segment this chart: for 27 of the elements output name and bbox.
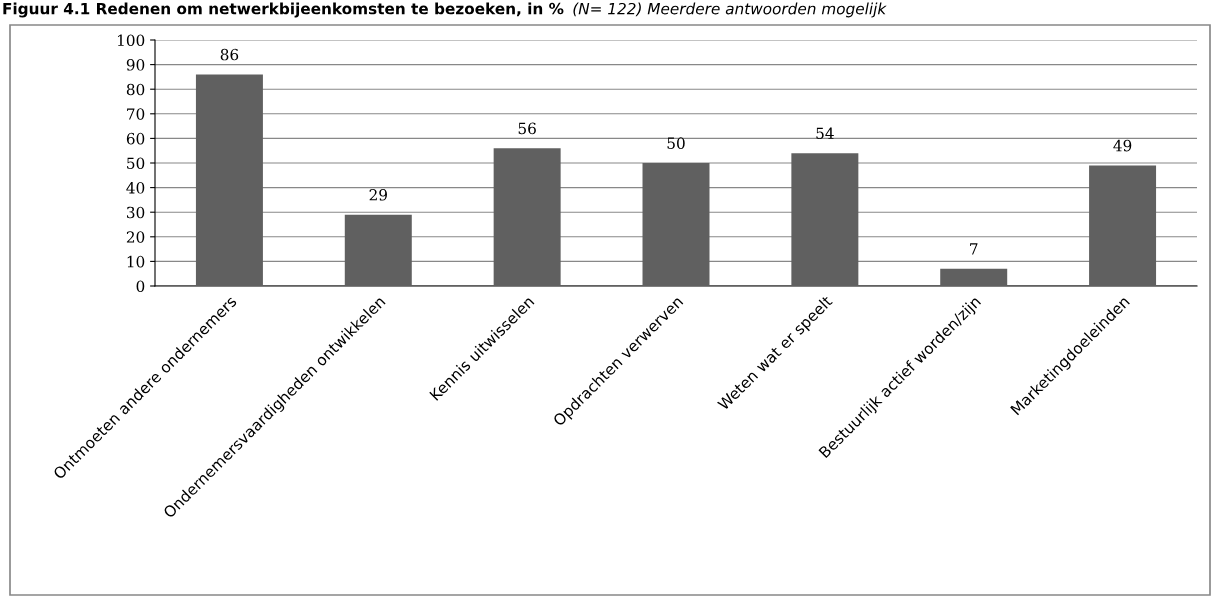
data-label: 7 xyxy=(970,243,978,255)
data-label: 54 xyxy=(816,127,834,140)
y-tick-label: 100 xyxy=(117,34,145,47)
data-label: 49 xyxy=(1113,139,1132,152)
data-label: 29 xyxy=(369,189,387,201)
data-label: 86 xyxy=(220,48,239,61)
bar xyxy=(493,148,561,286)
bar xyxy=(195,74,263,286)
data-label: 50 xyxy=(667,137,685,149)
bar xyxy=(642,163,710,286)
chart-title: Figuur 4.1 Redenen om netwerkbijeenkomsten te bezoeken, in % xyxy=(3,2,564,18)
y-tick-label: 10 xyxy=(127,255,145,268)
data-label: 56 xyxy=(518,122,536,135)
chart-subtitle: (N= 122) Meerdere antwoorden mogelijk xyxy=(573,2,887,18)
bar xyxy=(344,214,412,286)
y-tick-label: 80 xyxy=(126,83,145,96)
y-tick-label: 90 xyxy=(126,59,145,71)
y-tick-label: 60 xyxy=(126,132,145,145)
y-tick-label: 20 xyxy=(126,231,145,243)
bar xyxy=(940,268,1008,286)
y-tick-label: 70 xyxy=(127,108,145,120)
y-tick-label: 0 xyxy=(136,280,145,293)
y-tick-label: 40 xyxy=(126,182,145,194)
y-tick-label: 30 xyxy=(127,206,145,219)
bar xyxy=(1089,165,1157,286)
bar xyxy=(791,153,859,286)
y-tick-label: 50 xyxy=(127,157,145,170)
